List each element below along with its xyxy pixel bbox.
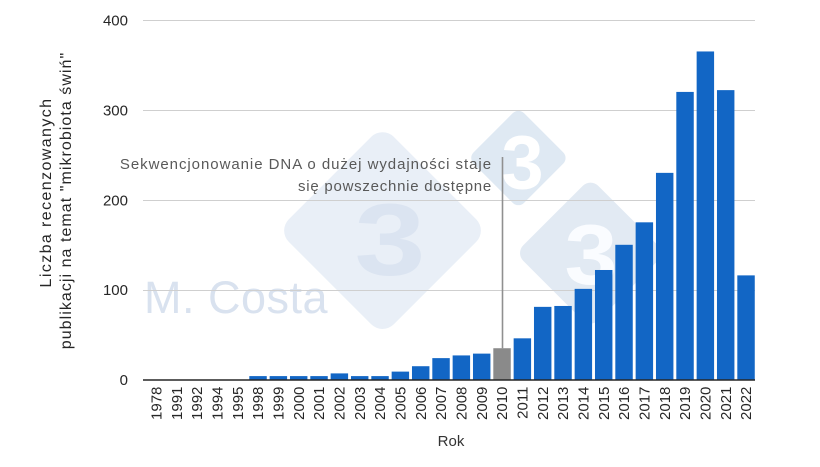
svg-text:2008: 2008 xyxy=(454,387,471,420)
svg-text:1995: 1995 xyxy=(230,387,247,420)
svg-text:M. Costa: M. Costa xyxy=(144,272,329,323)
svg-text:Rok: Rok xyxy=(438,433,465,450)
svg-text:400: 400 xyxy=(103,13,128,30)
svg-text:1994: 1994 xyxy=(210,387,227,420)
svg-text:2003: 2003 xyxy=(352,387,369,420)
svg-text:1991: 1991 xyxy=(169,387,186,420)
svg-text:2007: 2007 xyxy=(433,387,450,420)
svg-text:Liczba recenzowanych: Liczba recenzowanych xyxy=(38,98,55,288)
svg-text:2017: 2017 xyxy=(637,387,654,420)
svg-text:2006: 2006 xyxy=(413,387,430,420)
svg-text:2013: 2013 xyxy=(555,387,572,420)
svg-text:2012: 2012 xyxy=(535,387,552,420)
svg-text:Sekwencjonowanie DNA o dużej w: Sekwencjonowanie DNA o dużej wydajności … xyxy=(120,156,492,173)
svg-text:2018: 2018 xyxy=(657,387,674,420)
svg-text:200: 200 xyxy=(103,192,128,209)
svg-text:2021: 2021 xyxy=(718,387,735,420)
svg-text:2016: 2016 xyxy=(616,387,633,420)
svg-text:2015: 2015 xyxy=(596,387,613,420)
svg-text:2022: 2022 xyxy=(738,387,755,420)
svg-text:publikacji na temat "mikrobiot: publikacji na temat "mikrobiota świń" xyxy=(58,52,75,349)
svg-text:1992: 1992 xyxy=(189,387,206,420)
svg-text:2014: 2014 xyxy=(576,387,593,420)
svg-text:2019: 2019 xyxy=(677,387,694,420)
svg-text:1998: 1998 xyxy=(250,387,267,420)
svg-text:2004: 2004 xyxy=(372,387,389,420)
svg-text:3: 3 xyxy=(501,121,543,206)
svg-text:2005: 2005 xyxy=(393,387,410,420)
svg-text:300: 300 xyxy=(103,102,128,119)
svg-text:2009: 2009 xyxy=(474,387,491,420)
svg-text:2020: 2020 xyxy=(698,387,715,420)
svg-text:2010: 2010 xyxy=(494,387,511,420)
svg-text:3: 3 xyxy=(355,183,426,297)
svg-text:1978: 1978 xyxy=(149,387,166,420)
svg-text:2000: 2000 xyxy=(291,387,308,420)
svg-text:100: 100 xyxy=(103,282,128,299)
svg-text:2001: 2001 xyxy=(311,387,328,420)
svg-text:2002: 2002 xyxy=(332,387,349,420)
svg-text:1999: 1999 xyxy=(271,387,288,420)
svg-text:się powszechnie dostępne: się powszechnie dostępne xyxy=(298,178,492,195)
svg-text:2011: 2011 xyxy=(515,387,532,419)
svg-text:0: 0 xyxy=(120,372,128,389)
